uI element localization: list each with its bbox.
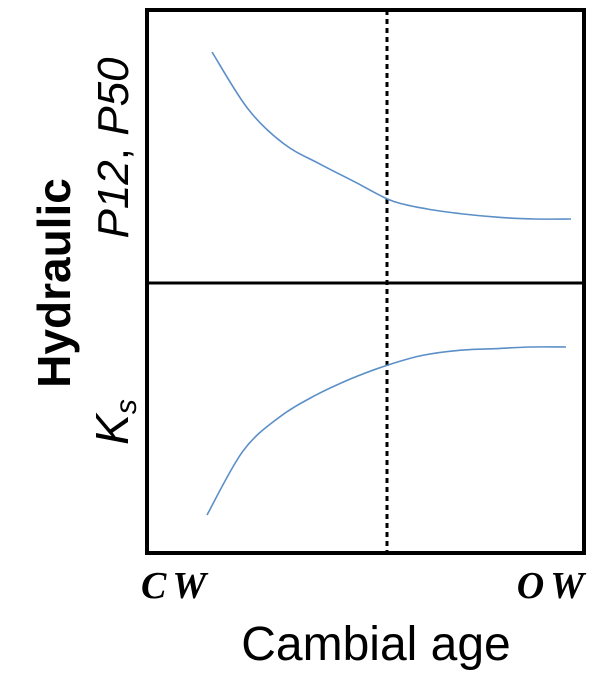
x-tick-cw: CW [141, 565, 212, 607]
y-label-p50: P50 [89, 57, 138, 136]
y-label-k-subscript: s [110, 399, 143, 414]
x-tick-ow: OW [517, 565, 590, 607]
p12-p50-curve [211, 51, 572, 220]
x-axis-title: Cambial age [241, 618, 510, 671]
svg-text:P12, P50: P12, P50 [89, 57, 138, 239]
y-axis-title: Hydraulic [28, 178, 80, 388]
y-label-p12: P12 [89, 160, 138, 238]
y-label-k: K [86, 412, 138, 445]
ks-curve [206, 346, 567, 516]
y-label-separator: , [89, 136, 138, 160]
svg-text:Ks: Ks [86, 399, 143, 445]
